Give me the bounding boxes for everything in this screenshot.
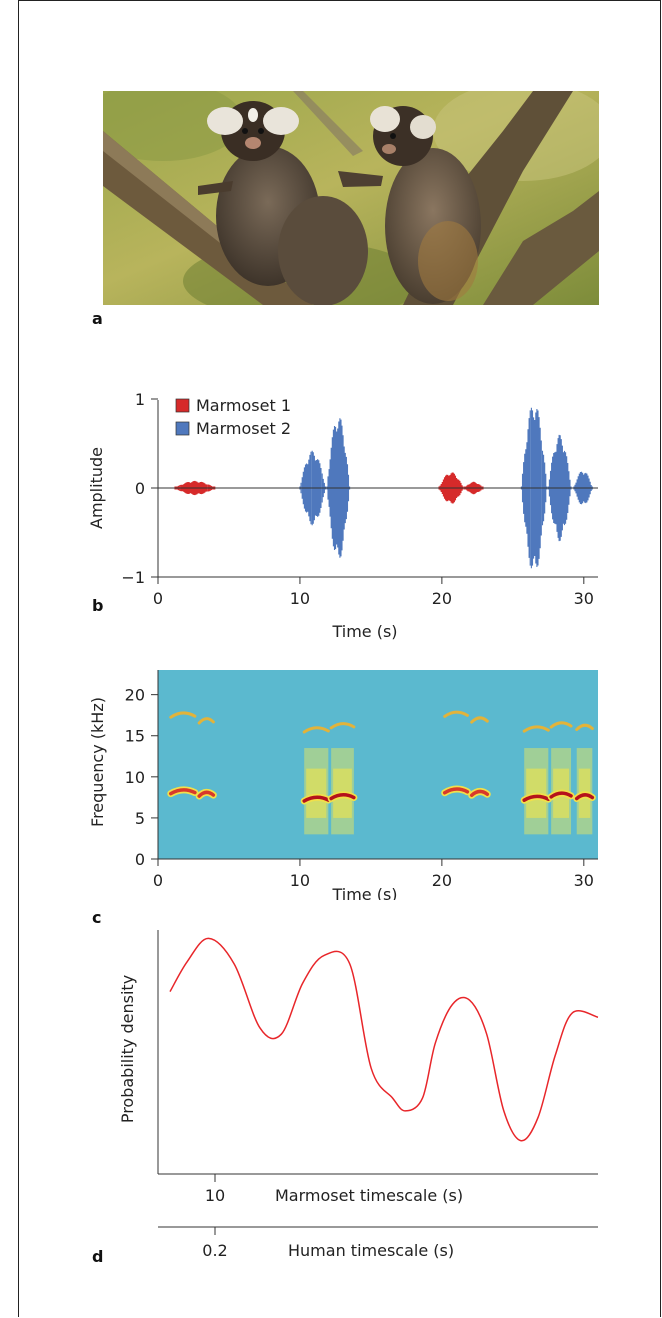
call-fundamental <box>549 791 573 799</box>
spectrogram-axes: 0 10 20 30 0 5 10 15 20 <box>125 686 594 890</box>
legend-label-marmoset-1: Marmoset 1 <box>196 396 291 415</box>
legend-label-marmoset-2: Marmoset 2 <box>196 419 291 438</box>
call-fundamental <box>522 794 551 802</box>
panel-letter-a: a <box>92 309 103 328</box>
photo-illustration <box>103 91 599 305</box>
call-fundamental <box>469 789 490 798</box>
y-tick-label: 20 <box>125 686 145 705</box>
call-fundamental <box>574 793 595 801</box>
marmoset-photo <box>103 91 599 305</box>
spectrogram-calls <box>167 710 596 835</box>
y-tick-label: −1 <box>121 568 145 587</box>
x-axis-label-c: Time (s) <box>331 885 397 900</box>
x-tick-label: 10 <box>290 871 310 890</box>
y-tick-label: 15 <box>125 727 145 746</box>
x-axis-label-b: Time (s) <box>331 622 397 641</box>
broadband-core <box>306 768 327 818</box>
human-tick-label: 0.2 <box>202 1241 227 1260</box>
x-tick-label: 20 <box>432 589 452 608</box>
call-harmonic <box>549 721 573 729</box>
marmoset-timescale-label: Marmoset timescale (s) <box>275 1186 463 1205</box>
panel-letter-b: b <box>92 596 104 615</box>
legend-swatch-marmoset-2 <box>175 421 190 436</box>
x-tick-label: 30 <box>574 871 594 890</box>
x-tick-label: 0 <box>153 589 163 608</box>
y-tick-label: 0 <box>135 479 145 498</box>
call-fundamental <box>329 793 356 801</box>
y-axis-label-b: Amplitude <box>87 447 106 529</box>
call-harmonic <box>197 717 215 725</box>
x-tick-label: 10 <box>290 589 310 608</box>
figure-frame <box>18 0 661 1317</box>
x-tick-label: 30 <box>574 589 594 608</box>
call-fundamental <box>302 795 331 803</box>
y-tick-label: 10 <box>125 768 145 787</box>
spectrogram-chart: 0 10 20 30 0 5 10 15 20 Time (s) Frequency (kHz) <box>88 670 598 900</box>
call-harmonic <box>443 710 469 718</box>
x-tick-label: 20 <box>432 871 452 890</box>
panel-letter-d: d <box>92 1247 104 1266</box>
call-harmonic <box>302 726 330 734</box>
call-harmonic <box>329 722 356 730</box>
y-axis-label-c: Frequency (kHz) <box>88 697 107 827</box>
panel-letter-c: c <box>92 908 102 927</box>
probability-density-chart: 10 Marmoset timescale (s) 0.2 Human time… <box>118 930 599 1260</box>
y-tick-label: 0 <box>135 850 145 869</box>
call-fundamental <box>169 788 197 796</box>
human-timescale-label: Human timescale (s) <box>288 1241 454 1260</box>
call-harmonic <box>522 725 550 733</box>
density-curve <box>169 937 599 1142</box>
call-harmonic <box>575 723 594 732</box>
call-fundamental <box>442 787 470 795</box>
x-tick-label: 0 <box>153 871 163 890</box>
y-tick-label: 5 <box>135 809 145 828</box>
call-fundamental <box>197 790 216 798</box>
marmoset-tick-label: 10 <box>205 1186 225 1205</box>
y-axis-label-d: Probability density <box>118 975 137 1123</box>
y-tick-label: 1 <box>135 390 145 409</box>
call-harmonic <box>470 716 489 724</box>
call-harmonic <box>169 711 197 719</box>
legend-swatch-marmoset-1 <box>175 398 190 413</box>
